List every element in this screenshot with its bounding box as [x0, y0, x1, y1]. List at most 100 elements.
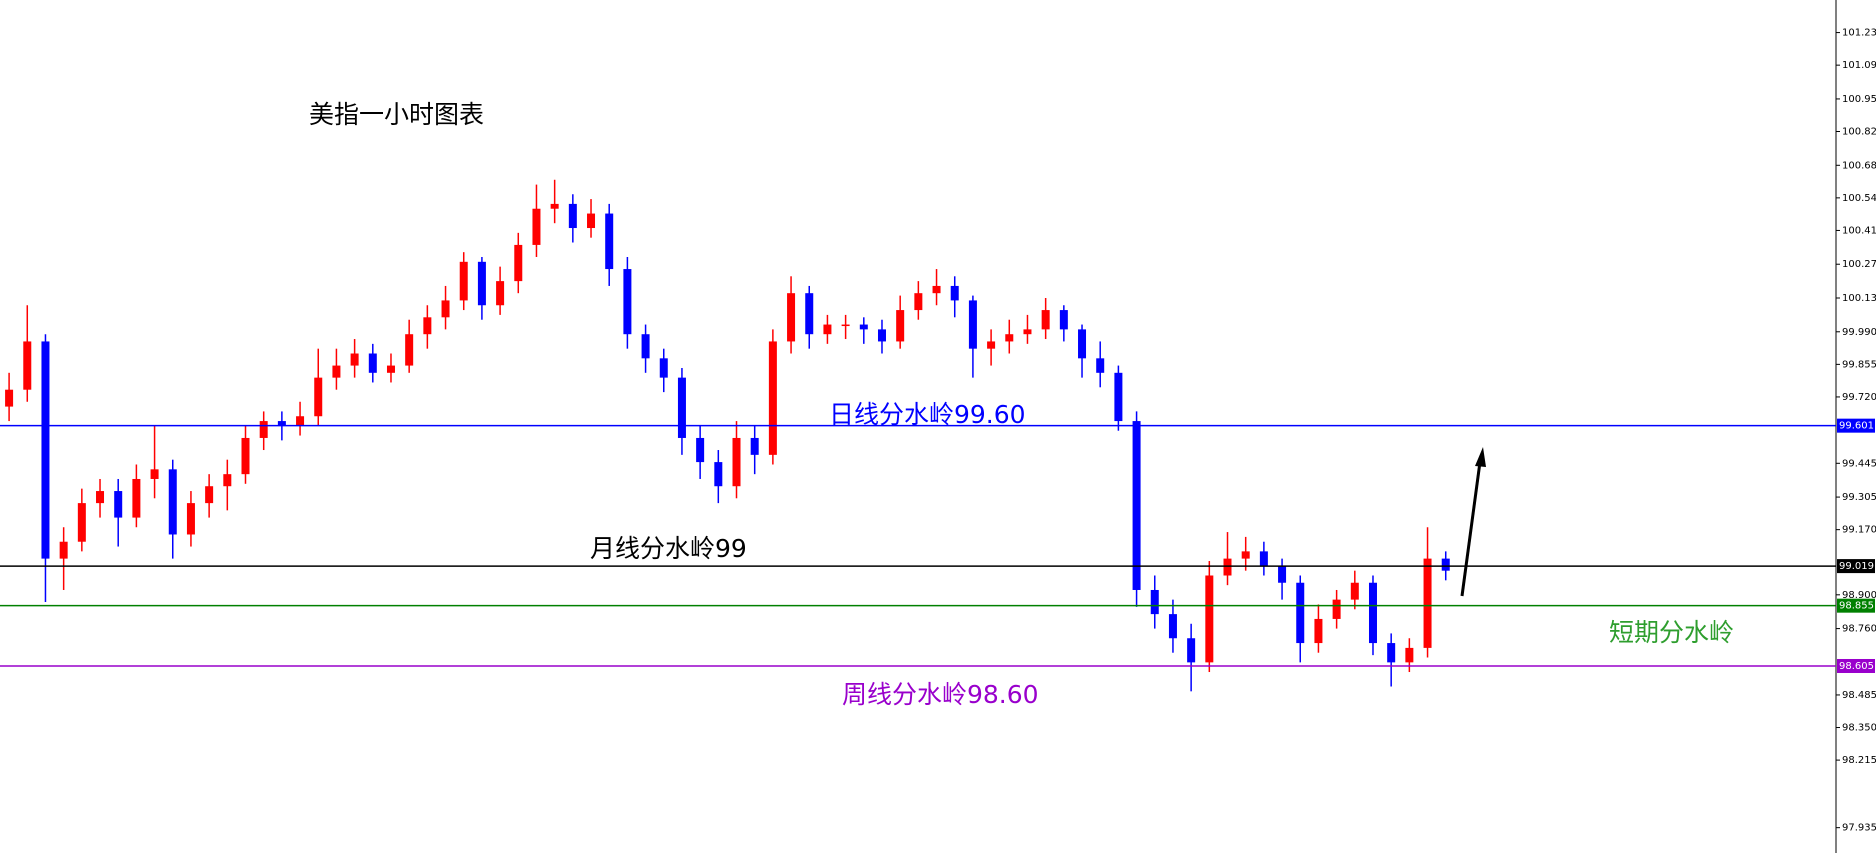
y-tick-label: 99.170	[1842, 525, 1876, 536]
candle-body	[1223, 558, 1232, 576]
candle-body	[186, 503, 195, 535]
candle-body	[59, 541, 68, 559]
candle-body	[441, 300, 450, 318]
y-tick-label: 100.955	[1842, 94, 1876, 105]
candle-body	[1168, 614, 1177, 639]
candle-body	[859, 324, 868, 330]
candle-body	[23, 341, 32, 390]
candle-body	[1132, 421, 1141, 590]
arrow-head	[1475, 447, 1486, 467]
annotation: 日线分水岭99.60	[829, 400, 1026, 429]
candle-body	[623, 269, 632, 335]
candle-body	[241, 437, 250, 475]
level-label-bg	[1837, 418, 1875, 433]
candle-body	[1005, 334, 1014, 342]
candle-body	[568, 203, 577, 229]
y-tick-label: 100.680	[1842, 160, 1876, 171]
y-tick-label: 99.855	[1842, 359, 1876, 370]
y-tick-label: 99.305	[1842, 492, 1876, 503]
candle-body	[314, 377, 323, 417]
candle-body	[805, 293, 814, 335]
y-tick-label: 100.820	[1842, 127, 1876, 138]
candle-body	[1405, 647, 1414, 663]
annotation: 短期分水岭	[1609, 618, 1734, 647]
candle-body	[205, 486, 214, 504]
arrow	[1460, 461, 1482, 597]
y-tick-label: 99.720	[1842, 392, 1876, 403]
level-label: 99.019	[1839, 561, 1874, 572]
candle-body	[168, 469, 177, 535]
y-tick-label: 99.990	[1842, 327, 1876, 338]
candle-body	[277, 421, 286, 426]
candle-body	[332, 365, 341, 378]
candle-body	[950, 285, 959, 301]
y-tick-label: 100.130	[1842, 293, 1876, 304]
candle-body	[841, 324, 850, 327]
candle-body	[532, 208, 541, 245]
candle-body	[259, 421, 268, 438]
y-tick-label: 99.445	[1842, 458, 1876, 469]
level-label: 99.601	[1839, 421, 1874, 432]
annotation: 周线分水岭98.60	[842, 680, 1039, 709]
candle-body	[459, 261, 468, 301]
chart-title: 美指一小时图表	[309, 100, 484, 129]
candle-body	[659, 358, 668, 378]
y-tick-label: 100.545	[1842, 193, 1876, 204]
candle-body	[1278, 565, 1287, 583]
y-tick-label: 98.350	[1842, 723, 1876, 734]
y-tick-label: 100.410	[1842, 225, 1876, 236]
candle-body	[1296, 582, 1305, 644]
candle-body	[296, 416, 305, 426]
candle-body	[896, 310, 905, 342]
candle-body	[1114, 372, 1123, 422]
level-label: 98.605	[1839, 661, 1874, 672]
candle-body	[823, 324, 832, 335]
candle-body	[987, 341, 996, 349]
candle-body	[914, 293, 923, 311]
candle-body	[96, 491, 105, 504]
candle-body	[587, 213, 596, 229]
level-label-bg	[1837, 658, 1875, 673]
candle-body	[405, 334, 414, 366]
candle-body	[1259, 551, 1268, 566]
candle-body	[550, 203, 559, 209]
candle-body	[1205, 575, 1214, 663]
y-tick-label: 98.215	[1842, 755, 1876, 766]
candle-body	[932, 285, 941, 294]
candle-body	[1332, 599, 1341, 619]
candle-body	[677, 377, 686, 438]
candle-body	[714, 462, 723, 487]
candle-body	[514, 244, 523, 282]
y-tick-label: 98.760	[1842, 624, 1876, 635]
candle-body	[1350, 582, 1359, 600]
candle-body	[223, 474, 232, 487]
candle-body	[386, 365, 395, 373]
annotation: 月线分水岭99	[590, 534, 747, 563]
candle-body	[768, 341, 777, 455]
candle-body	[641, 334, 650, 359]
y-tick-label: 98.485	[1842, 690, 1876, 701]
y-tick-label: 101.095	[1842, 60, 1876, 71]
candle-body	[350, 353, 359, 366]
candle-body	[496, 281, 505, 306]
candle-body	[114, 491, 123, 518]
candle-body	[132, 478, 141, 518]
candle-body	[1423, 558, 1432, 648]
candle-body	[41, 341, 50, 559]
candle-body	[1314, 618, 1323, 644]
candle-body	[750, 437, 759, 455]
candle-body	[1387, 643, 1396, 663]
candle-body	[1241, 551, 1250, 559]
level-label: 98.855	[1839, 601, 1874, 612]
candle-body	[877, 329, 886, 342]
y-tick-label: 98.900	[1842, 590, 1876, 601]
y-tick-label: 101.230	[1842, 28, 1876, 39]
candle-body	[1441, 558, 1450, 571]
candle-body	[5, 389, 14, 407]
candle-body	[1078, 329, 1087, 359]
candle-body	[696, 437, 705, 463]
candle-body	[423, 317, 432, 335]
